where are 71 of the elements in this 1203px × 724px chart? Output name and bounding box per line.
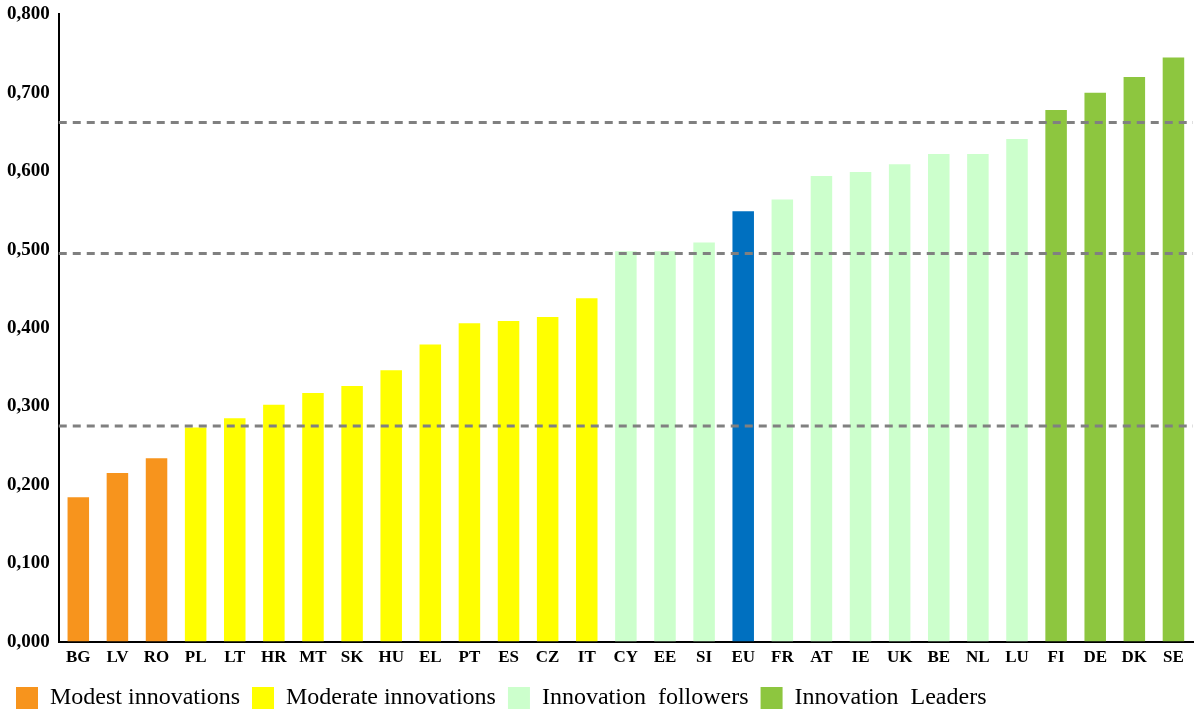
legend-label: Innovation followers: [541, 683, 749, 710]
x-tick-label: FR: [770, 647, 795, 667]
legend-label: Moderate innovations: [286, 683, 496, 710]
y-tick-label: 0,100: [7, 551, 50, 573]
legend-label: Innovation Leaders: [794, 683, 987, 710]
y-tick-label: 0,700: [7, 80, 50, 102]
bar: [1084, 92, 1106, 642]
bar: [888, 164, 911, 642]
x-tick-label: LT: [224, 647, 246, 667]
x-tick-label: CZ: [535, 647, 560, 667]
bar: [458, 323, 481, 642]
x-tick-label: RO: [143, 647, 170, 667]
x-tick-label: EE: [653, 647, 677, 667]
x-tick-label: IT: [577, 647, 597, 667]
y-tick-label: 0,400: [7, 315, 50, 337]
bar: [302, 393, 324, 642]
y-tick-label: 0,800: [7, 2, 50, 24]
x-tick-label: PT: [458, 647, 481, 667]
bar: [1006, 139, 1028, 642]
bar: [1123, 77, 1146, 642]
bar: [341, 386, 363, 642]
y-tick-label: 0,300: [7, 394, 50, 416]
x-tick-label: SE: [1163, 647, 1184, 667]
x-tick-label: SI: [696, 647, 713, 667]
bar: [67, 497, 90, 642]
x-tick-label: CY: [613, 647, 639, 667]
bar: [771, 199, 794, 642]
x-tick-label: FI: [1047, 647, 1065, 667]
bar: [1162, 57, 1185, 642]
bar: [693, 242, 715, 642]
bar: [380, 370, 402, 642]
x-tick-label: EL: [418, 647, 442, 667]
x-tick-label: UK: [886, 647, 914, 667]
bar: [145, 458, 168, 642]
x-tick-label: DK: [1121, 647, 1148, 667]
x-tick-label: NL: [966, 647, 990, 667]
x-tick-label: HU: [378, 647, 404, 667]
bar: [576, 298, 598, 642]
y-tick-label: 0,600: [7, 159, 50, 181]
y-tick-label: 0,000: [7, 629, 50, 651]
bar: [615, 251, 637, 642]
bar: [263, 404, 285, 642]
bar: [184, 427, 207, 642]
bar: [654, 251, 676, 642]
x-tick-label: DE: [1083, 647, 1108, 667]
x-tick-label: BE: [927, 647, 951, 667]
x-tick-label: SK: [340, 647, 365, 667]
bar: [497, 320, 520, 642]
x-tick-label: EU: [731, 647, 756, 667]
bar: [849, 171, 872, 642]
x-tick-label: PL: [184, 647, 207, 667]
bar: [732, 211, 754, 642]
bar: [106, 473, 129, 642]
x-tick-label: ES: [498, 647, 519, 667]
bar: [1045, 110, 1067, 642]
x-tick-label: AT: [810, 647, 834, 667]
x-tick-label: LV: [106, 647, 130, 667]
bar: [967, 153, 989, 642]
y-tick-label: 0,500: [7, 237, 50, 259]
legend-label: Modest innovations: [50, 683, 240, 710]
x-tick-label: IE: [851, 647, 870, 667]
x-tick-label: LU: [1005, 647, 1029, 667]
bar: [810, 175, 833, 642]
x-tick-label: MT: [299, 647, 328, 667]
x-tick-label: HR: [261, 647, 288, 667]
x-tick-label: BG: [66, 647, 91, 667]
bar: [536, 317, 559, 642]
bar: [928, 153, 950, 642]
y-tick-label: 0,200: [7, 472, 50, 494]
bar: [419, 344, 442, 642]
bar: [224, 418, 246, 642]
